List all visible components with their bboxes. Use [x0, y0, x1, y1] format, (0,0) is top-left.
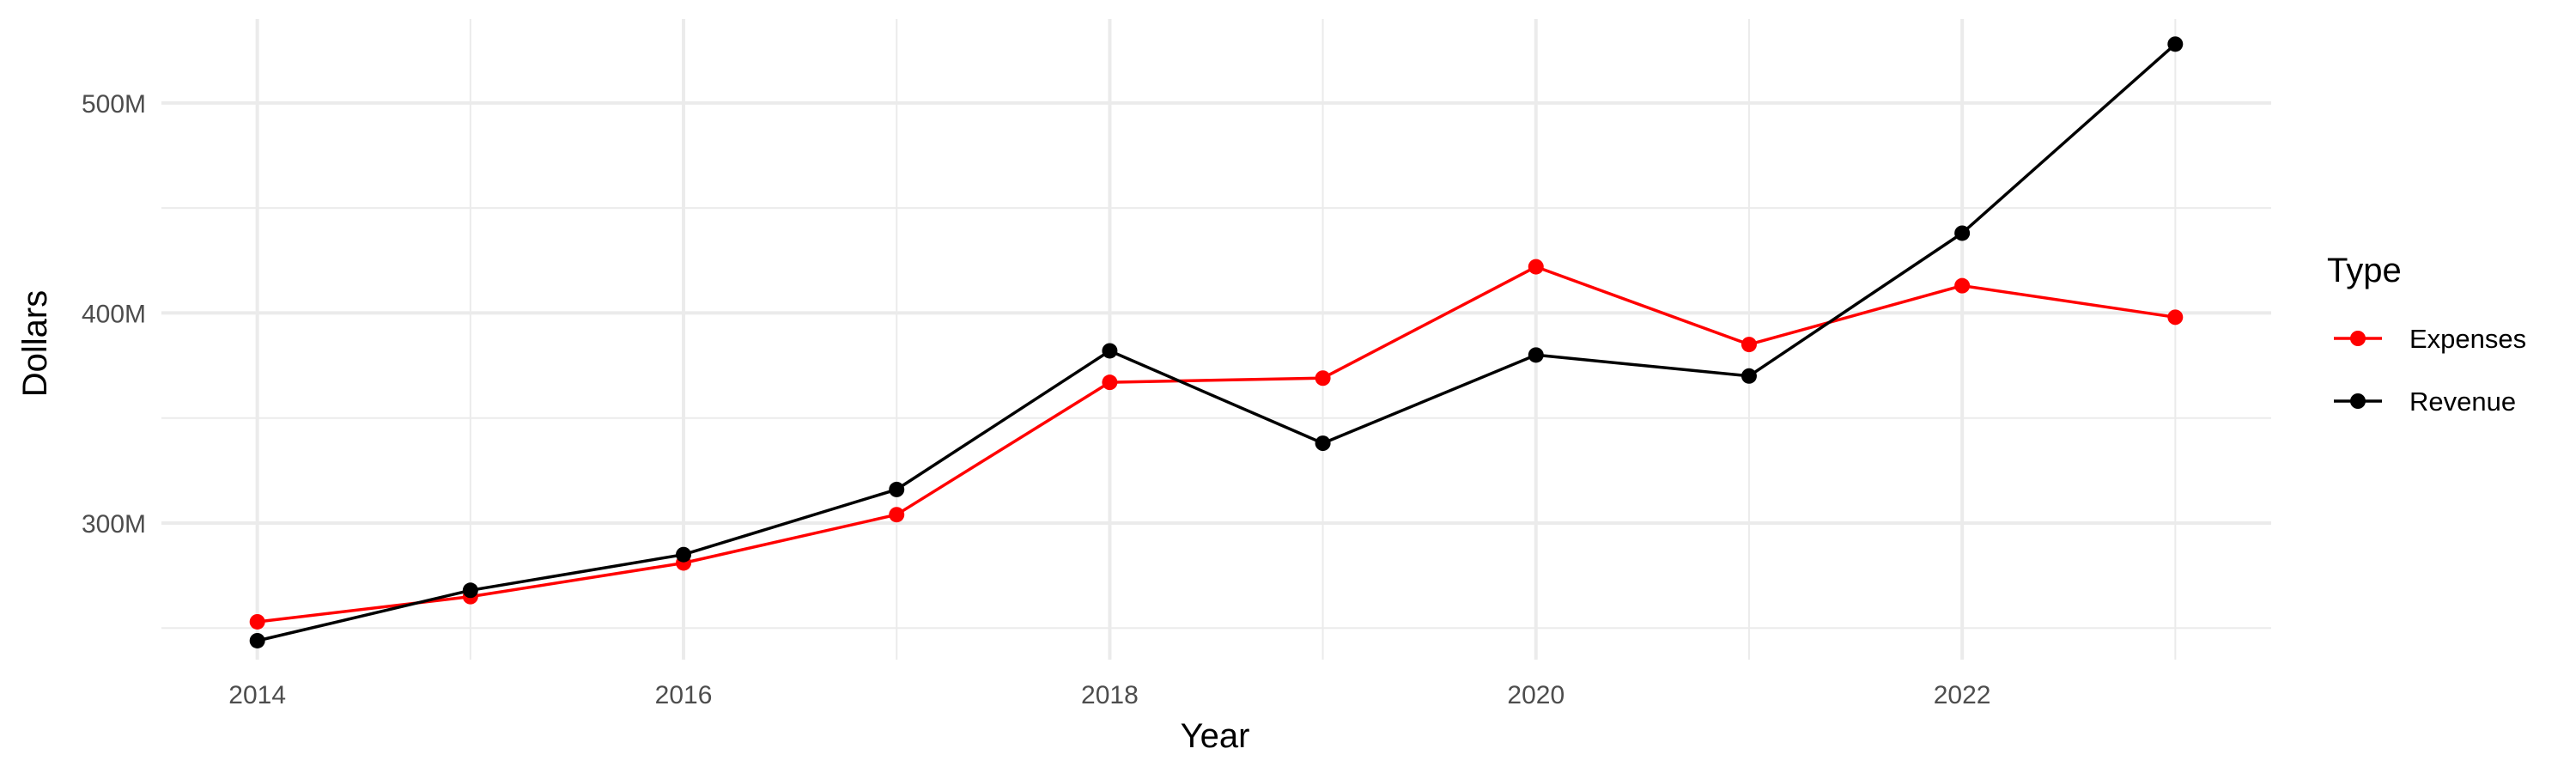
legend-item-expenses: Expenses: [2334, 324, 2526, 354]
data-point-expenses: [2167, 309, 2184, 326]
legend-key-point: [2350, 393, 2366, 409]
series-line-revenue: [257, 43, 2177, 642]
legend: Type Expenses Revenue: [2327, 252, 2526, 417]
data-point-revenue: [2167, 36, 2184, 52]
data-point-expenses: [1741, 337, 1757, 353]
data-point-expenses: [889, 507, 905, 523]
data-point-revenue: [1528, 347, 1544, 363]
data-point-expenses: [1315, 370, 1331, 386]
x-axis-ticks: 2014 2016 2018 2020 2022: [228, 681, 1990, 709]
data-point-expenses: [1954, 277, 1971, 294]
x-tick-label: 2020: [1507, 681, 1564, 709]
x-tick-label: 2014: [228, 681, 286, 709]
y-tick-label: 300M: [82, 510, 146, 539]
y-axis-ticks: 300M 400M 500M: [82, 90, 146, 539]
x-axis-title: Year: [1181, 717, 1250, 755]
data-point-expenses: [1102, 374, 1118, 391]
x-tick-label: 2016: [655, 681, 713, 709]
y-tick-label: 500M: [82, 90, 146, 119]
x-tick-label: 2022: [1934, 681, 1991, 709]
legend-label: Expenses: [2409, 324, 2526, 354]
data-point-revenue: [462, 582, 478, 599]
data-point-revenue: [249, 632, 265, 648]
legend-title: Type: [2327, 252, 2402, 289]
grid-layer: [161, 19, 2271, 660]
series-revenue: [249, 36, 2184, 648]
data-point-expenses: [1528, 259, 1544, 275]
legend-key-point: [2350, 331, 2366, 346]
data-point-revenue: [889, 481, 905, 497]
y-tick-label: 400M: [82, 300, 146, 328]
x-tick-label: 2018: [1081, 681, 1139, 709]
legend-items: Expenses Revenue: [2334, 324, 2526, 417]
data-point-revenue: [676, 546, 692, 563]
data-point-revenue: [1315, 435, 1331, 452]
data-point-expenses: [249, 613, 265, 630]
data-point-revenue: [1102, 343, 1118, 359]
series-expenses: [249, 259, 2184, 630]
legend-item-revenue: Revenue: [2334, 386, 2516, 417]
series-line-expenses: [257, 265, 2176, 624]
data-point-revenue: [1954, 225, 1971, 241]
y-axis-title: Dollars: [16, 290, 54, 397]
series-layer: [249, 36, 2184, 648]
data-point-revenue: [1741, 368, 1757, 384]
legend-label: Revenue: [2409, 386, 2516, 417]
